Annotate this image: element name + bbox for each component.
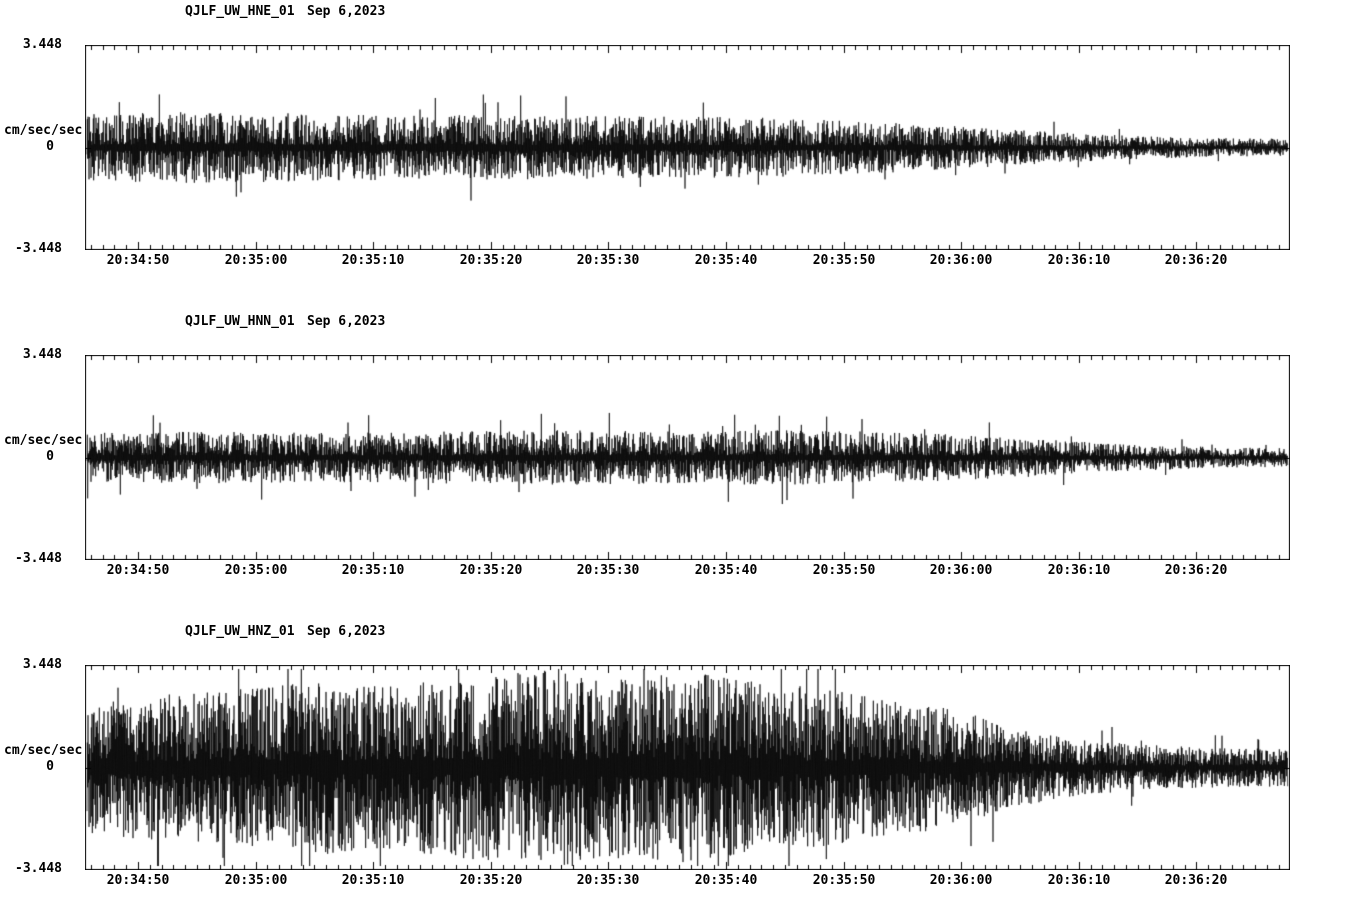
x-tick-label: 20:36:20 xyxy=(1164,253,1228,268)
x-tick-label: 20:35:50 xyxy=(812,563,876,578)
y-axis-min-label: -3.448 xyxy=(15,551,62,566)
x-tick-label: 20:35:50 xyxy=(812,873,876,888)
x-tick-label: 20:35:50 xyxy=(812,253,876,268)
y-axis-max-label: 3.448 xyxy=(22,37,62,52)
x-tick-label: 20:34:50 xyxy=(106,563,170,578)
x-tick-label: 20:35:20 xyxy=(459,253,523,268)
y-axis-zero-label: 0 xyxy=(46,139,54,154)
trace-date-label: Sep 6,2023 xyxy=(307,4,386,19)
x-axis-tick-labels: 20:34:50 20:35:00 20:35:10 20:35:20 20:3… xyxy=(0,0,1358,310)
seismogram-canvas xyxy=(85,45,1290,250)
x-tick-label: 20:36:10 xyxy=(1047,873,1111,888)
x-tick-label: 20:36:00 xyxy=(929,873,993,888)
trace-station-label: QJLF_UW_HNZ_01 xyxy=(185,624,295,639)
seismogram-panel-hnz: QJLF_UW_HNZ_01 Sep 6,2023 3.448 cm/sec/s… xyxy=(0,620,1358,924)
x-tick-label: 20:34:50 xyxy=(106,253,170,268)
trace-station-label: QJLF_UW_HNN_01 xyxy=(185,314,295,329)
trace-station-label: QJLF_UW_HNE_01 xyxy=(185,4,295,19)
x-tick-label: 20:35:00 xyxy=(224,253,288,268)
seismogram-panel-hne: QJLF_UW_HNE_01 Sep 6,2023 3.448 cm/sec/s… xyxy=(0,0,1358,310)
y-axis-unit-label: cm/sec/sec xyxy=(4,123,83,138)
x-tick-label: 20:34:50 xyxy=(106,873,170,888)
x-axis-tick-labels: 20:34:50 20:35:00 20:35:10 20:35:20 20:3… xyxy=(0,310,1358,620)
x-tick-label: 20:35:10 xyxy=(341,873,405,888)
x-tick-label: 20:36:10 xyxy=(1047,563,1111,578)
x-tick-label: 20:36:20 xyxy=(1164,873,1228,888)
y-axis-min-label: -3.448 xyxy=(15,241,62,256)
x-tick-label: 20:35:20 xyxy=(459,873,523,888)
x-tick-label: 20:35:30 xyxy=(576,253,640,268)
y-axis-unit-label: cm/sec/sec xyxy=(4,743,83,758)
x-tick-label: 20:35:20 xyxy=(459,563,523,578)
x-tick-label: 20:36:00 xyxy=(929,253,993,268)
x-tick-label: 20:35:40 xyxy=(694,873,758,888)
y-axis-max-label: 3.448 xyxy=(22,657,62,672)
x-tick-label: 20:36:20 xyxy=(1164,563,1228,578)
x-tick-label: 20:35:00 xyxy=(224,873,288,888)
seismogram-panel-hnn: QJLF_UW_HNN_01 Sep 6,2023 3.448 cm/sec/s… xyxy=(0,310,1358,620)
y-axis-zero-label: 0 xyxy=(46,759,54,774)
x-tick-label: 20:35:10 xyxy=(341,253,405,268)
x-axis-tick-labels: 20:34:50 20:35:00 20:35:10 20:35:20 20:3… xyxy=(0,620,1358,924)
y-axis-max-label: 3.448 xyxy=(22,347,62,362)
x-tick-label: 20:36:00 xyxy=(929,563,993,578)
x-tick-label: 20:36:10 xyxy=(1047,253,1111,268)
y-axis-unit-label: cm/sec/sec xyxy=(4,433,83,448)
x-tick-label: 20:35:00 xyxy=(224,563,288,578)
x-tick-label: 20:35:10 xyxy=(341,563,405,578)
x-tick-label: 20:35:30 xyxy=(576,563,640,578)
y-axis-min-label: -3.448 xyxy=(15,861,62,876)
trace-date-label: Sep 6,2023 xyxy=(307,314,386,329)
x-tick-label: 20:35:40 xyxy=(694,253,758,268)
y-axis-zero-label: 0 xyxy=(46,449,54,464)
seismogram-canvas xyxy=(85,355,1290,560)
trace-date-label: Sep 6,2023 xyxy=(307,624,386,639)
x-tick-label: 20:35:40 xyxy=(694,563,758,578)
x-tick-label: 20:35:30 xyxy=(576,873,640,888)
seismogram-canvas xyxy=(85,665,1290,870)
